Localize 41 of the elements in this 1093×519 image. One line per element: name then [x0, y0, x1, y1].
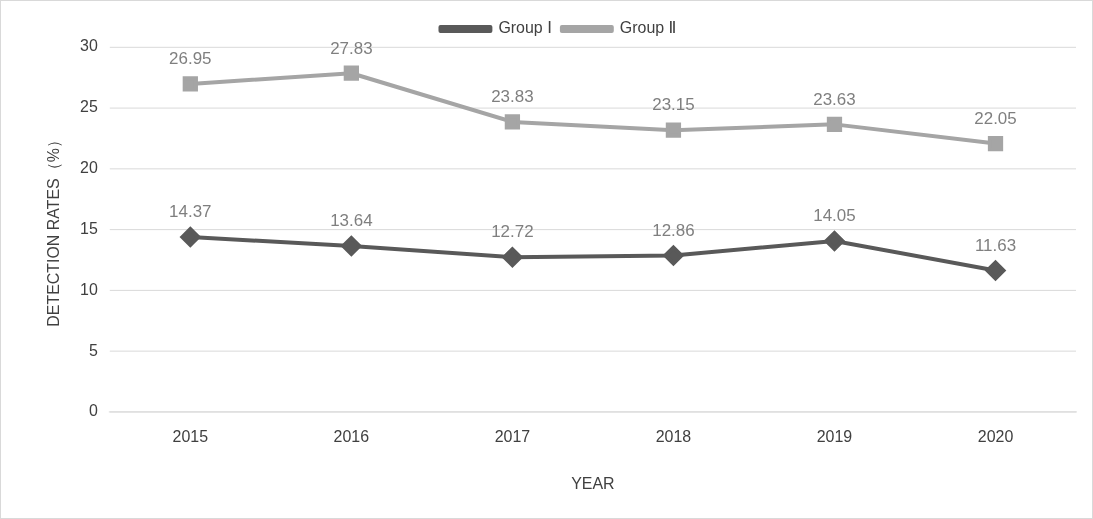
- y-tick-label: 30: [80, 37, 98, 55]
- data-label: 14.37: [169, 202, 212, 222]
- data-label: 23.83: [491, 87, 534, 107]
- data-label: 23.63: [813, 89, 856, 109]
- y-tick-label: 25: [80, 98, 98, 116]
- data-label: 22.05: [974, 108, 1017, 128]
- point: [987, 135, 1004, 152]
- x-tick-label: 2017: [494, 427, 531, 445]
- x-tick-label: 2018: [655, 427, 692, 445]
- legend-label: Group Ⅰ: [498, 19, 552, 37]
- data-label: 23.15: [652, 95, 695, 115]
- x-tick-label: 2019: [816, 427, 853, 445]
- x-tick-label: 2020: [977, 427, 1014, 445]
- point: [343, 65, 359, 81]
- y-tick-label: 10: [80, 280, 98, 298]
- point: [826, 116, 843, 132]
- y-tick-label: 0: [88, 402, 98, 420]
- y-tick-label: 20: [80, 158, 98, 176]
- x-tick-label: 2016: [333, 427, 370, 445]
- point: [502, 247, 523, 268]
- data-label: 13.64: [330, 211, 373, 231]
- point: [824, 231, 845, 251]
- legend-label: Group Ⅱ: [619, 19, 677, 37]
- point: [985, 260, 1006, 281]
- point: [663, 245, 684, 266]
- y-tick-label: 15: [80, 219, 98, 237]
- x-tick-label: 2015: [172, 427, 209, 445]
- y-axis-title: DETECTION RATES（%）: [44, 132, 62, 327]
- x-axis-title: YEAR: [571, 474, 615, 492]
- data-label: 12.86: [652, 220, 695, 240]
- point: [341, 236, 362, 256]
- point: [182, 76, 198, 92]
- point: [665, 122, 682, 138]
- point: [504, 114, 521, 130]
- y-tick-label: 5: [88, 341, 98, 359]
- data-label: 27.83: [330, 38, 373, 58]
- data-label: 11.63: [974, 235, 1017, 255]
- data-label: 26.95: [169, 49, 212, 69]
- data-label: 12.72: [491, 222, 534, 242]
- data-label: 14.05: [813, 206, 856, 226]
- point: [180, 227, 201, 248]
